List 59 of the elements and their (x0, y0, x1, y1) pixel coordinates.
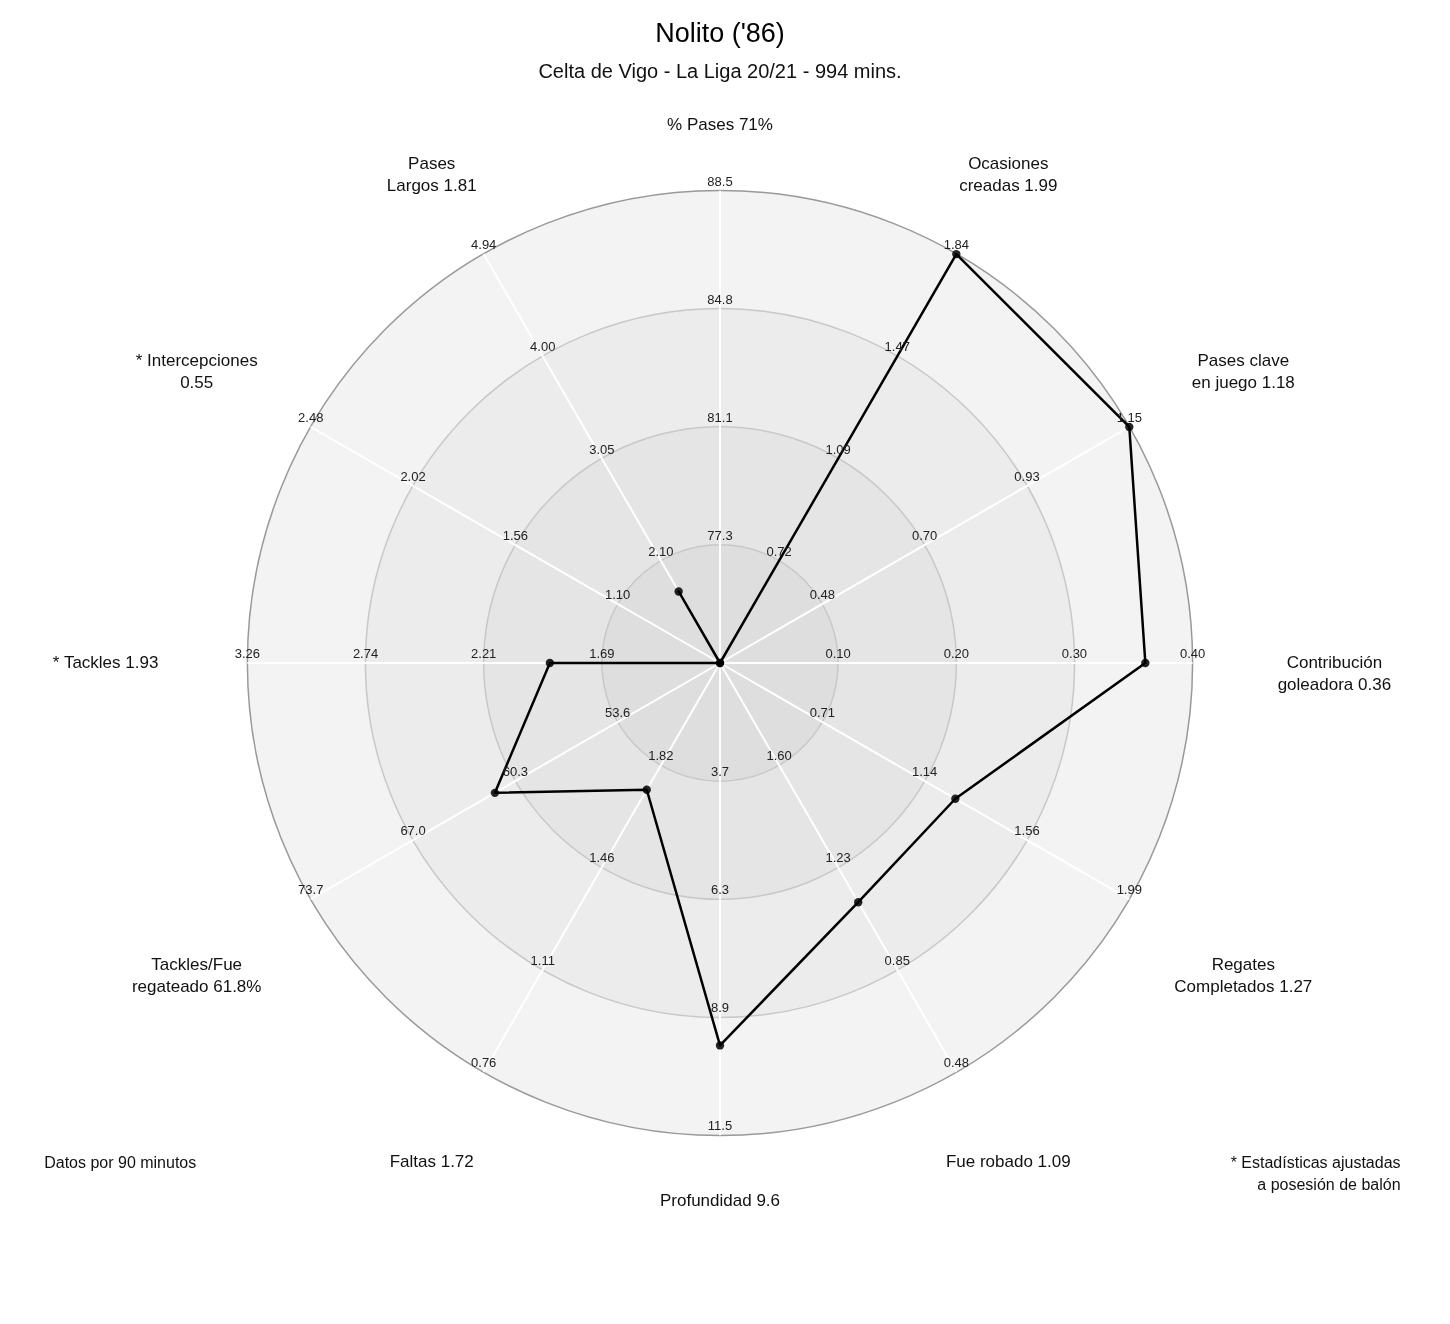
text: 1.82 (648, 748, 674, 764)
text: 1.14 (911, 764, 938, 780)
text: 2.21 (471, 646, 497, 661)
text: 0.85 (884, 952, 910, 968)
text: 1.23 (825, 850, 851, 866)
text: 1.10 (605, 586, 631, 602)
spoke-label: Pases clave en juego 1.18 (1191, 351, 1295, 393)
text: 73.7 (298, 882, 324, 898)
text: 1.11 (530, 952, 555, 968)
spoke-label: % Pases 71% (667, 114, 773, 134)
text: 1.60 (766, 748, 792, 764)
text: 2.10 (648, 543, 674, 559)
spoke-label: * Intercepciones 0.55 (135, 351, 258, 393)
text: 1.56 (1014, 823, 1040, 839)
chart-subtitle: Celta de Vigo - La Liga 20/21 - 994 mins. (538, 60, 902, 82)
text: 1.84 (943, 237, 969, 253)
text: 2.02 (400, 468, 426, 484)
text: 84.8 (707, 291, 733, 307)
text: 6.3 (710, 882, 730, 898)
text: 0.76 (471, 1054, 497, 1070)
text: 2.48 (298, 409, 324, 425)
spoke-label: Pases Largos 1.81 (386, 154, 477, 196)
spoke-label: Fue robado 1.09 (945, 1151, 1071, 1171)
text: * Estadísticas ajustadas a posesión de balón (1230, 1154, 1401, 1194)
text: 1.69 (589, 646, 615, 661)
text: 0.20 (943, 646, 969, 661)
text: 3.26 (234, 646, 261, 661)
spoke-label: Contribución goleadora 0.36 (1277, 653, 1392, 694)
text: Datos por 90 minutos (44, 1154, 197, 1172)
text: 2.74 (352, 646, 379, 661)
text: 1.46 (589, 850, 615, 866)
text: 0.48 (809, 586, 835, 602)
text: 53.6 (605, 705, 631, 721)
spoke-label: Profundidad 9.6 (659, 1191, 781, 1211)
text: 88.5 (707, 173, 733, 189)
text: 1.99 (1116, 882, 1142, 898)
text: 4.00 (530, 339, 556, 355)
spoke-label: Faltas 1.72 (389, 1151, 474, 1171)
text: 0.71 (809, 705, 835, 721)
text: 8.9 (710, 1000, 730, 1016)
text: 0.48 (943, 1054, 969, 1070)
text: 11.5 (707, 1118, 733, 1134)
text: 77.3 (707, 527, 733, 543)
spoke-label: Tackles/Fue regateado 61.8% (131, 954, 262, 996)
spoke-label: * Tackles 1.93 (52, 653, 159, 672)
text: 0.10 (825, 646, 851, 661)
text: 3.7 (710, 764, 730, 780)
text: 0.40 (1179, 646, 1206, 661)
text: 0.30 (1061, 646, 1088, 661)
text: 0.70 (911, 527, 938, 543)
text: 81.1 (707, 409, 733, 425)
text: 4.94 (471, 237, 497, 253)
text: 0.93 (1014, 468, 1040, 484)
text: 67.0 (400, 823, 426, 839)
spoke-label: Regates Completados 1.27 (1174, 954, 1313, 996)
text: 1.56 (502, 527, 529, 543)
chart-title: Nolito ('86) (655, 18, 785, 48)
text: 3.05 (589, 441, 615, 457)
spoke-label: Ocasiones creadas 1.99 (959, 154, 1058, 196)
